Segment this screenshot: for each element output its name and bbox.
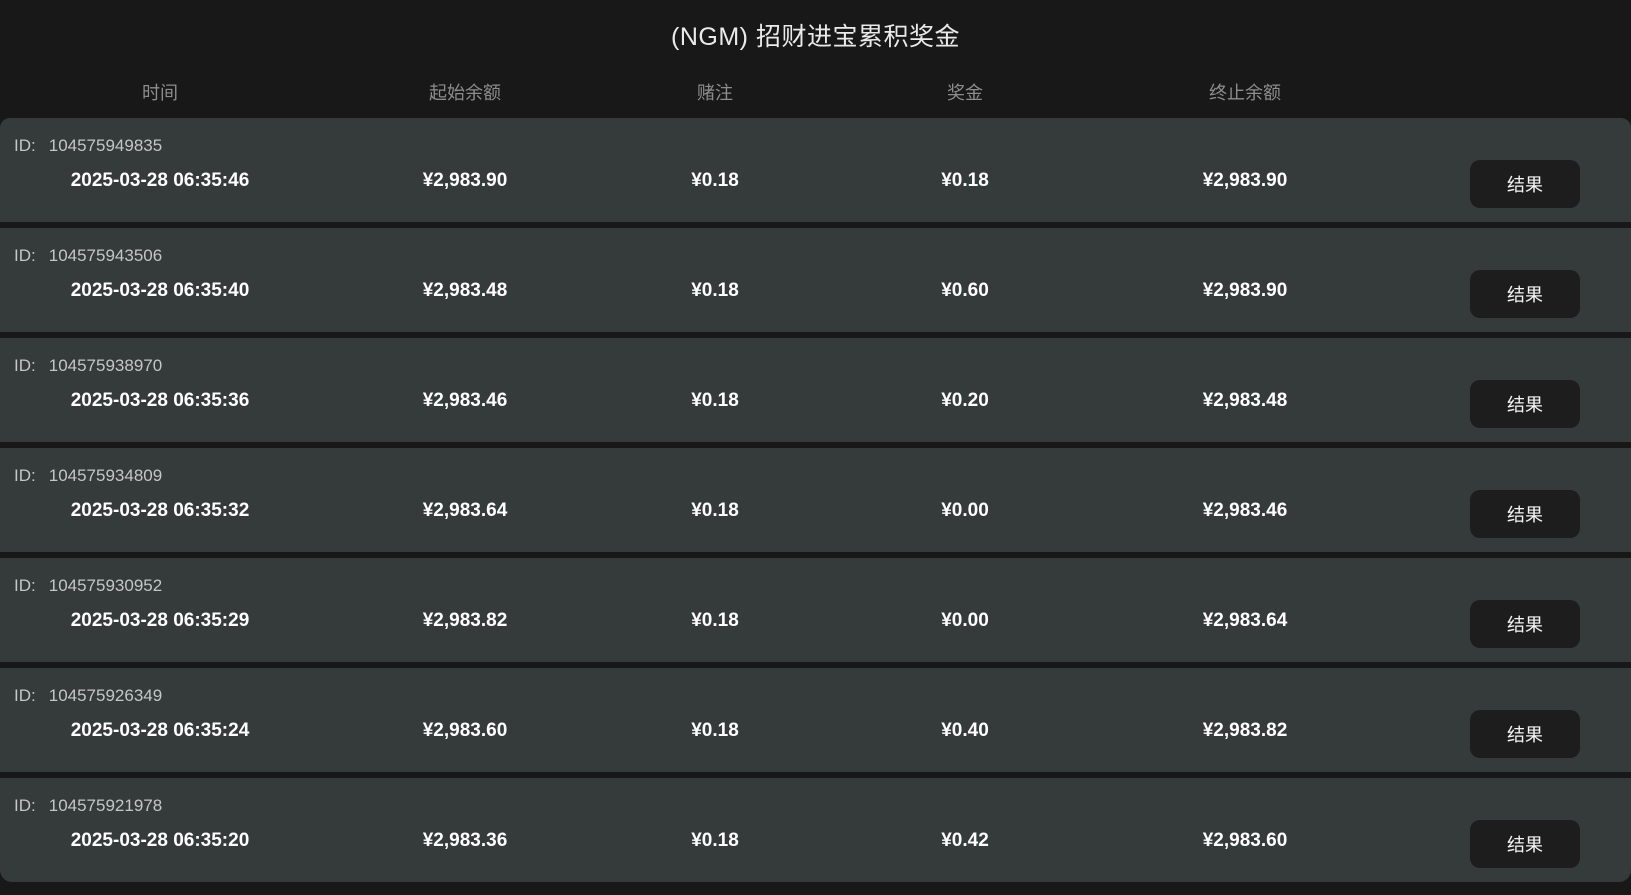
record-start-balance: ¥2,983.46 xyxy=(422,390,508,411)
table-row: ID: 104575926349 2025-03-28 06:35:24 ¥2,9… xyxy=(0,668,1631,772)
record-prize: ¥0.20 xyxy=(941,390,989,411)
column-header-end-balance: 终止余额 xyxy=(1209,83,1281,103)
record-prize: ¥0.00 xyxy=(941,500,989,521)
result-button[interactable]: 结果 xyxy=(1470,380,1580,428)
record-start-balance: ¥2,983.48 xyxy=(422,280,508,301)
record-start-balance: ¥2,983.82 xyxy=(422,610,508,631)
record-id-label: ID: xyxy=(14,796,36,815)
record-end-balance: ¥2,983.60 xyxy=(1202,830,1288,851)
record-bet: ¥0.18 xyxy=(691,390,739,411)
record-time: 2025-03-28 06:35:20 xyxy=(70,830,250,851)
record-prize: ¥0.42 xyxy=(941,830,989,851)
record-values-line: 2025-03-28 06:35:24 ¥2,983.60 ¥0.18 ¥0.4… xyxy=(0,718,1631,744)
record-end-balance: ¥2,983.90 xyxy=(1202,170,1288,191)
record-end-balance: ¥2,983.82 xyxy=(1202,720,1288,741)
record-time: 2025-03-28 06:35:32 xyxy=(70,500,250,521)
column-header-prize: 奖金 xyxy=(947,83,983,103)
record-values-line: 2025-03-28 06:35:46 ¥2,983.90 ¥0.18 ¥0.1… xyxy=(0,168,1631,194)
record-end-balance: ¥2,983.90 xyxy=(1202,280,1288,301)
table-row: ID: 104575934809 2025-03-28 06:35:32 ¥2,9… xyxy=(0,448,1631,552)
record-id-label: ID: xyxy=(14,136,36,155)
record-values-line: 2025-03-28 06:35:20 ¥2,983.36 ¥0.18 ¥0.4… xyxy=(0,828,1631,854)
result-button[interactable]: 结果 xyxy=(1470,710,1580,758)
column-header-start-balance: 起始余额 xyxy=(429,83,501,103)
record-id-label: ID: xyxy=(14,686,36,705)
record-values-line: 2025-03-28 06:35:29 ¥2,983.82 ¥0.18 ¥0.0… xyxy=(0,608,1631,634)
record-end-balance: ¥2,983.46 xyxy=(1202,500,1288,521)
table-row: ID: 104575930952 2025-03-28 06:35:29 ¥2,9… xyxy=(0,558,1631,662)
result-button[interactable]: 结果 xyxy=(1470,820,1580,868)
record-id-value: 104575943506 xyxy=(48,246,163,265)
record-time: 2025-03-28 06:35:24 xyxy=(70,720,250,741)
page-header: (NGM) 招财进宝累积奖金 时间 起始余额 赌注 奖金 终止余额 xyxy=(0,0,1631,118)
record-prize: ¥0.00 xyxy=(941,610,989,631)
record-values-line: 2025-03-28 06:35:40 ¥2,983.48 ¥0.18 ¥0.6… xyxy=(0,278,1631,304)
record-start-balance: ¥2,983.60 xyxy=(422,720,508,741)
record-id-line: ID: 104575938970 xyxy=(0,338,1631,377)
result-button[interactable]: 结果 xyxy=(1470,600,1580,648)
table-row: ID: 104575921978 2025-03-28 06:35:20 ¥2,9… xyxy=(0,778,1631,882)
record-id-value: 104575938970 xyxy=(48,356,163,375)
record-id-line: ID: 104575934809 xyxy=(0,448,1631,487)
record-values-line: 2025-03-28 06:35:36 ¥2,983.46 ¥0.18 ¥0.2… xyxy=(0,388,1631,414)
record-id-line: ID: 104575921978 xyxy=(0,778,1631,817)
column-header-time: 时间 xyxy=(142,83,178,103)
record-time: 2025-03-28 06:35:40 xyxy=(70,280,250,301)
record-time: 2025-03-28 06:35:29 xyxy=(70,610,250,631)
table-row: ID: 104575938970 2025-03-28 06:35:36 ¥2,9… xyxy=(0,338,1631,442)
table-row: ID: 104575949835 2025-03-28 06:35:46 ¥2,9… xyxy=(0,118,1631,222)
column-header-row: 时间 起始余额 赌注 奖金 终止余额 xyxy=(0,79,1631,105)
result-button[interactable]: 结果 xyxy=(1470,160,1580,208)
record-id-value: 104575926349 xyxy=(48,686,163,705)
record-id-value: 104575934809 xyxy=(48,466,163,485)
record-start-balance: ¥2,983.64 xyxy=(422,500,508,521)
record-end-balance: ¥2,983.64 xyxy=(1202,610,1288,631)
record-id-line: ID: 104575943506 xyxy=(0,228,1631,267)
rows: ID: 104575949835 2025-03-28 06:35:46 ¥2,9… xyxy=(0,118,1631,882)
record-id-line: ID: 104575926349 xyxy=(0,668,1631,707)
record-id-label: ID: xyxy=(14,576,36,595)
record-bet: ¥0.18 xyxy=(691,830,739,851)
record-id-value: 104575921978 xyxy=(48,796,163,815)
record-time: 2025-03-28 06:35:46 xyxy=(70,170,250,191)
page-title: (NGM) 招财进宝累积奖金 xyxy=(671,23,960,51)
record-end-balance: ¥2,983.48 xyxy=(1202,390,1288,411)
record-id-line: ID: 104575949835 xyxy=(0,118,1631,157)
record-prize: ¥0.40 xyxy=(941,720,989,741)
record-start-balance: ¥2,983.36 xyxy=(422,830,508,851)
record-prize: ¥0.18 xyxy=(941,170,989,191)
column-header-spacer xyxy=(1380,79,1631,105)
result-button[interactable]: 结果 xyxy=(1470,490,1580,538)
record-bet: ¥0.18 xyxy=(691,280,739,301)
record-start-balance: ¥2,983.90 xyxy=(422,170,508,191)
record-id-line: ID: 104575930952 xyxy=(0,558,1631,597)
record-id-label: ID: xyxy=(14,246,36,265)
record-id-value: 104575930952 xyxy=(48,576,163,595)
record-values-line: 2025-03-28 06:35:32 ¥2,983.64 ¥0.18 ¥0.0… xyxy=(0,498,1631,524)
record-bet: ¥0.18 xyxy=(691,610,739,631)
column-header-bet: 赌注 xyxy=(697,83,733,103)
record-bet: ¥0.18 xyxy=(691,720,739,741)
record-id-value: 104575949835 xyxy=(48,136,163,155)
record-id-label: ID: xyxy=(14,466,36,485)
table-row: ID: 104575943506 2025-03-28 06:35:40 ¥2,9… xyxy=(0,228,1631,332)
result-button[interactable]: 结果 xyxy=(1470,270,1580,318)
record-id-label: ID: xyxy=(14,356,36,375)
record-time: 2025-03-28 06:35:36 xyxy=(70,390,250,411)
record-bet: ¥0.18 xyxy=(691,500,739,521)
record-prize: ¥0.60 xyxy=(941,280,989,301)
record-bet: ¥0.18 xyxy=(691,170,739,191)
